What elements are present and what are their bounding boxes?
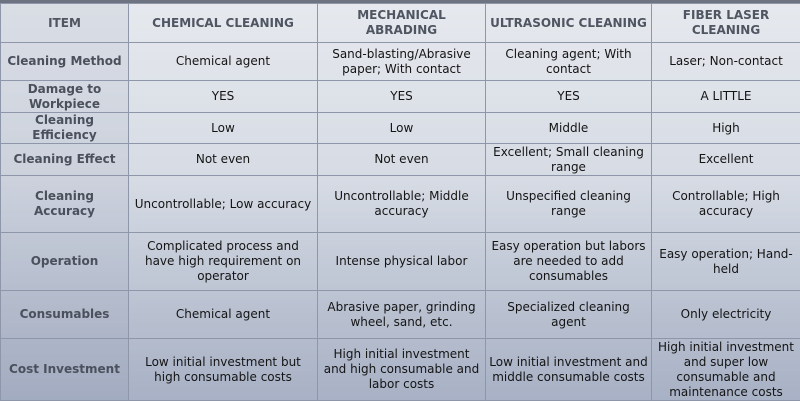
header-mechanical: MECHANICAL ABRADING <box>318 4 486 43</box>
table-cell: Not even <box>129 144 318 176</box>
row-label: Cleaning Method <box>1 43 129 81</box>
table-cell: YES <box>129 81 318 113</box>
table-cell: Middle <box>486 113 652 144</box>
table-cell: Chemical agent <box>129 43 318 81</box>
header-item: ITEM <box>1 4 129 43</box>
table-cell: Uncontrollable; Middle accuracy <box>318 176 486 233</box>
table-cell: Intense physical labor <box>318 233 486 291</box>
table-cell: Low initial investment and middle consum… <box>486 339 652 401</box>
header-chemical: CHEMICAL CLEANING <box>129 4 318 43</box>
row-label: Damage to Workpiece <box>1 81 129 113</box>
table-cell: Unspecified cleaning range <box>486 176 652 233</box>
row-label: Cleaning Effect <box>1 144 129 176</box>
row-label: Cost Investment <box>1 339 129 401</box>
table-cell: Uncontrollable; Low accuracy <box>129 176 318 233</box>
table-cell: Easy operation; Hand-held <box>652 233 800 291</box>
header-ultrasonic: ULTRASONIC CLEANING <box>486 4 652 43</box>
table-cell: Chemical agent <box>129 291 318 339</box>
table-cell: YES <box>318 81 486 113</box>
table-cell: Low initial investment but high consumab… <box>129 339 318 401</box>
table-cell: Controllable; High accuracy <box>652 176 800 233</box>
table-cell: High <box>652 113 800 144</box>
table-cell: Sand-blasting/Abrasive paper; With conta… <box>318 43 486 81</box>
table-cell: YES <box>486 81 652 113</box>
table-cell: Excellent; Small cleaning range <box>486 144 652 176</box>
header-row: ITEM CHEMICAL CLEANING MECHANICAL ABRADI… <box>1 4 800 43</box>
table-cell: High initial investment and super low co… <box>652 339 800 401</box>
row-label: Consumables <box>1 291 129 339</box>
row-label: Cleaning Efficiency <box>1 113 129 144</box>
table-cell: Laser; Non-contact <box>652 43 800 81</box>
table-cell: Abrasive paper, grinding wheel, sand, et… <box>318 291 486 339</box>
table-cell: Specialized cleaning agent <box>486 291 652 339</box>
header-laser: FIBER LASER CLEANING <box>652 4 800 43</box>
table-cell: High initial investment and high consuma… <box>318 339 486 401</box>
table-cell: Easy operation but labors are needed to … <box>486 233 652 291</box>
table-cell: A LITTLE <box>652 81 800 113</box>
table-cell: Not even <box>318 144 486 176</box>
row-label: Cleaning Accuracy <box>1 176 129 233</box>
table-cell: Low <box>318 113 486 144</box>
row-label: Operation <box>1 233 129 291</box>
table-cell: Only electricity <box>652 291 800 339</box>
table-cell: Complicated process and have high requir… <box>129 233 318 291</box>
table-cell: Cleaning agent; With contact <box>486 43 652 81</box>
table-cell: Excellent <box>652 144 800 176</box>
table-cell: Low <box>129 113 318 144</box>
comparison-table: ITEM CHEMICAL CLEANING MECHANICAL ABRADI… <box>0 3 800 401</box>
